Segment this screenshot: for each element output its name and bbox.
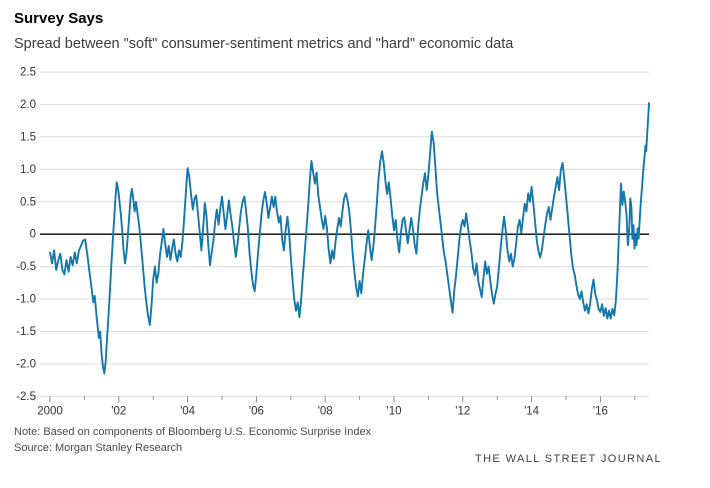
y-axis-label: -1.5 [16,326,36,338]
chart-subtitle: Spread between "soft" consumer-sentiment… [14,36,514,52]
page-title: Survey Says [14,10,104,27]
y-axis-label: 0.5 [20,196,36,208]
x-axis-label: '08 [318,405,333,417]
y-axis-label: 1.5 [20,131,36,143]
wsj-brand: THE WALL STREET JOURNAL [474,453,662,465]
x-axis-label: 2000 [37,405,63,417]
note-text: Note: Based on components of Bloomberg U… [14,426,372,438]
y-axis-label: 2.0 [20,99,36,111]
y-axis-label: 1.0 [20,164,36,176]
y-axis-label: -2.5 [16,391,36,403]
y-axis-label: -0.5 [16,261,36,273]
x-axis-label: '04 [180,405,196,417]
x-axis-label: '10 [387,405,402,417]
x-axis-label: '16 [593,405,608,417]
y-axis-label: 2.5 [20,67,36,79]
x-axis-label: '12 [455,405,470,417]
x-axis-label: '14 [524,405,540,417]
spread-line-chart: 2.5 2.0 1.5 1.0 0.5 0 -0.5 -1.0 -1.5 -2.0 -2.52000… [16,67,650,417]
y-axis-label: -1.0 [16,294,36,306]
y-axis-label: -2.0 [16,358,36,370]
spread-series-line [49,102,650,375]
x-axis-label: '06 [249,405,264,417]
source-text: Source: Morgan Stanley Research [14,442,183,454]
y-axis-label: 0 [30,229,36,241]
x-axis-label: '02 [111,405,126,417]
